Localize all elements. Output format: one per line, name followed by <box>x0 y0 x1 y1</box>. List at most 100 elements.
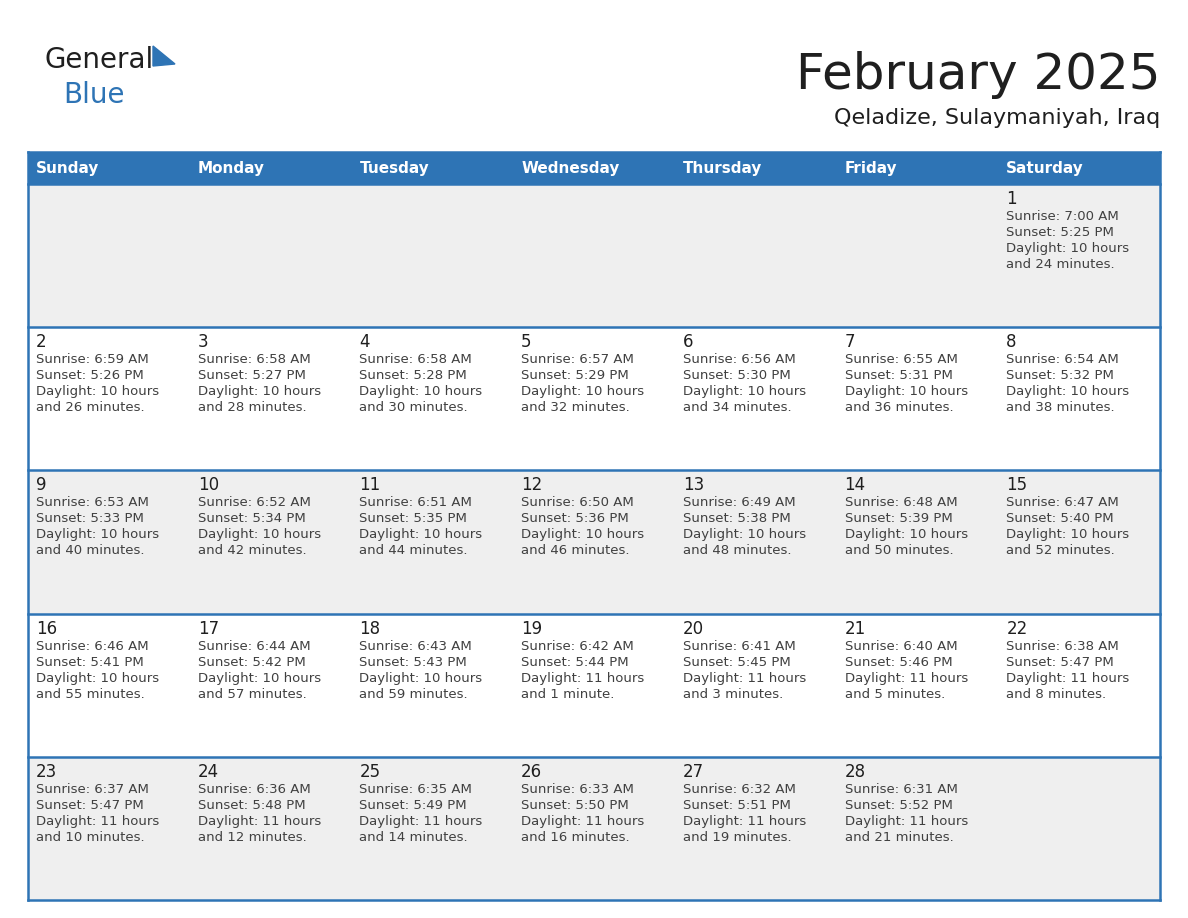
Text: Sunset: 5:52 PM: Sunset: 5:52 PM <box>845 799 953 812</box>
Text: Sunset: 5:33 PM: Sunset: 5:33 PM <box>36 512 144 525</box>
Text: 24: 24 <box>197 763 219 781</box>
Text: February 2025: February 2025 <box>796 51 1159 99</box>
Text: Sunrise: 6:42 AM: Sunrise: 6:42 AM <box>522 640 634 653</box>
Text: Sunrise: 6:51 AM: Sunrise: 6:51 AM <box>360 497 473 509</box>
Text: Sunrise: 6:44 AM: Sunrise: 6:44 AM <box>197 640 310 653</box>
Text: 4: 4 <box>360 333 369 352</box>
Text: Daylight: 10 hours: Daylight: 10 hours <box>845 529 968 542</box>
Text: Daylight: 11 hours: Daylight: 11 hours <box>845 815 968 828</box>
Text: and 16 minutes.: and 16 minutes. <box>522 831 630 844</box>
Text: and 21 minutes.: and 21 minutes. <box>845 831 953 844</box>
Text: Daylight: 10 hours: Daylight: 10 hours <box>36 672 159 685</box>
Text: Sunday: Sunday <box>36 161 100 175</box>
Text: and 46 minutes.: and 46 minutes. <box>522 544 630 557</box>
Text: Daylight: 11 hours: Daylight: 11 hours <box>360 815 482 828</box>
Text: Sunrise: 6:36 AM: Sunrise: 6:36 AM <box>197 783 310 796</box>
Text: and 5 minutes.: and 5 minutes. <box>845 688 944 700</box>
Text: and 10 minutes.: and 10 minutes. <box>36 831 145 844</box>
Text: Daylight: 10 hours: Daylight: 10 hours <box>522 529 644 542</box>
Text: Sunrise: 6:55 AM: Sunrise: 6:55 AM <box>845 353 958 366</box>
Text: Sunrise: 6:52 AM: Sunrise: 6:52 AM <box>197 497 310 509</box>
Text: Sunset: 5:47 PM: Sunset: 5:47 PM <box>36 799 144 812</box>
Text: Daylight: 11 hours: Daylight: 11 hours <box>683 672 807 685</box>
Text: Sunrise: 6:37 AM: Sunrise: 6:37 AM <box>36 783 148 796</box>
Text: Sunset: 5:45 PM: Sunset: 5:45 PM <box>683 655 790 668</box>
Text: Daylight: 10 hours: Daylight: 10 hours <box>36 386 159 398</box>
Text: Thursday: Thursday <box>683 161 763 175</box>
Text: Sunset: 5:27 PM: Sunset: 5:27 PM <box>197 369 305 382</box>
Text: Sunrise: 6:38 AM: Sunrise: 6:38 AM <box>1006 640 1119 653</box>
Text: Daylight: 11 hours: Daylight: 11 hours <box>197 815 321 828</box>
Text: Sunrise: 6:32 AM: Sunrise: 6:32 AM <box>683 783 796 796</box>
Bar <box>29 327 1159 470</box>
Text: Sunrise: 6:48 AM: Sunrise: 6:48 AM <box>845 497 958 509</box>
Text: 26: 26 <box>522 763 542 781</box>
Text: and 14 minutes.: and 14 minutes. <box>360 831 468 844</box>
Text: and 24 minutes.: and 24 minutes. <box>1006 258 1114 271</box>
Text: and 59 minutes.: and 59 minutes. <box>360 688 468 700</box>
Text: Daylight: 10 hours: Daylight: 10 hours <box>1006 386 1130 398</box>
Text: Daylight: 10 hours: Daylight: 10 hours <box>197 529 321 542</box>
Text: and 34 minutes.: and 34 minutes. <box>683 401 791 414</box>
Text: Sunset: 5:47 PM: Sunset: 5:47 PM <box>1006 655 1114 668</box>
Text: Sunset: 5:38 PM: Sunset: 5:38 PM <box>683 512 790 525</box>
Text: Daylight: 10 hours: Daylight: 10 hours <box>360 529 482 542</box>
Text: Qeladize, Sulaymaniyah, Iraq: Qeladize, Sulaymaniyah, Iraq <box>834 108 1159 128</box>
Text: Sunset: 5:29 PM: Sunset: 5:29 PM <box>522 369 628 382</box>
Text: Sunset: 5:42 PM: Sunset: 5:42 PM <box>197 655 305 668</box>
Text: Sunrise: 6:43 AM: Sunrise: 6:43 AM <box>360 640 472 653</box>
Text: General: General <box>45 46 154 74</box>
Text: 19: 19 <box>522 620 542 638</box>
Text: Daylight: 10 hours: Daylight: 10 hours <box>845 386 968 398</box>
Text: 12: 12 <box>522 476 543 495</box>
Text: 23: 23 <box>36 763 57 781</box>
Text: Friday: Friday <box>845 161 897 175</box>
Text: 22: 22 <box>1006 620 1028 638</box>
Text: Sunrise: 6:53 AM: Sunrise: 6:53 AM <box>36 497 148 509</box>
Text: Sunrise: 7:00 AM: Sunrise: 7:00 AM <box>1006 210 1119 223</box>
Text: Sunrise: 6:31 AM: Sunrise: 6:31 AM <box>845 783 958 796</box>
Text: Daylight: 11 hours: Daylight: 11 hours <box>522 672 644 685</box>
Text: Daylight: 10 hours: Daylight: 10 hours <box>360 386 482 398</box>
Text: and 28 minutes.: and 28 minutes. <box>197 401 307 414</box>
Text: Daylight: 10 hours: Daylight: 10 hours <box>522 386 644 398</box>
Text: Monday: Monday <box>197 161 265 175</box>
Text: and 44 minutes.: and 44 minutes. <box>360 544 468 557</box>
Text: Sunrise: 6:57 AM: Sunrise: 6:57 AM <box>522 353 634 366</box>
Text: 13: 13 <box>683 476 704 495</box>
Text: 6: 6 <box>683 333 694 352</box>
Text: Daylight: 11 hours: Daylight: 11 hours <box>845 672 968 685</box>
Text: Sunset: 5:49 PM: Sunset: 5:49 PM <box>360 799 467 812</box>
Text: Sunrise: 6:41 AM: Sunrise: 6:41 AM <box>683 640 796 653</box>
Text: and 26 minutes.: and 26 minutes. <box>36 401 145 414</box>
Text: Sunrise: 6:58 AM: Sunrise: 6:58 AM <box>197 353 310 366</box>
Text: Sunrise: 6:56 AM: Sunrise: 6:56 AM <box>683 353 796 366</box>
Text: 28: 28 <box>845 763 866 781</box>
Text: Sunset: 5:36 PM: Sunset: 5:36 PM <box>522 512 628 525</box>
Text: Sunset: 5:30 PM: Sunset: 5:30 PM <box>683 369 790 382</box>
Text: Daylight: 11 hours: Daylight: 11 hours <box>36 815 159 828</box>
Text: 3: 3 <box>197 333 208 352</box>
Text: Daylight: 11 hours: Daylight: 11 hours <box>683 815 807 828</box>
Text: and 48 minutes.: and 48 minutes. <box>683 544 791 557</box>
Text: 14: 14 <box>845 476 866 495</box>
Text: Sunrise: 6:49 AM: Sunrise: 6:49 AM <box>683 497 796 509</box>
Text: 2: 2 <box>36 333 46 352</box>
Text: Sunset: 5:25 PM: Sunset: 5:25 PM <box>1006 226 1114 239</box>
Text: Daylight: 11 hours: Daylight: 11 hours <box>522 815 644 828</box>
Text: Sunset: 5:44 PM: Sunset: 5:44 PM <box>522 655 628 668</box>
Text: and 36 minutes.: and 36 minutes. <box>845 401 953 414</box>
Text: Sunset: 5:28 PM: Sunset: 5:28 PM <box>360 369 467 382</box>
Text: 9: 9 <box>36 476 46 495</box>
Text: Sunset: 5:41 PM: Sunset: 5:41 PM <box>36 655 144 668</box>
Text: Sunrise: 6:58 AM: Sunrise: 6:58 AM <box>360 353 472 366</box>
Text: and 42 minutes.: and 42 minutes. <box>197 544 307 557</box>
Text: 25: 25 <box>360 763 380 781</box>
Text: Sunrise: 6:54 AM: Sunrise: 6:54 AM <box>1006 353 1119 366</box>
Text: and 3 minutes.: and 3 minutes. <box>683 688 783 700</box>
Text: 1: 1 <box>1006 190 1017 208</box>
Text: 7: 7 <box>845 333 855 352</box>
Polygon shape <box>153 46 175 66</box>
Text: Daylight: 10 hours: Daylight: 10 hours <box>360 672 482 685</box>
Text: 18: 18 <box>360 620 380 638</box>
